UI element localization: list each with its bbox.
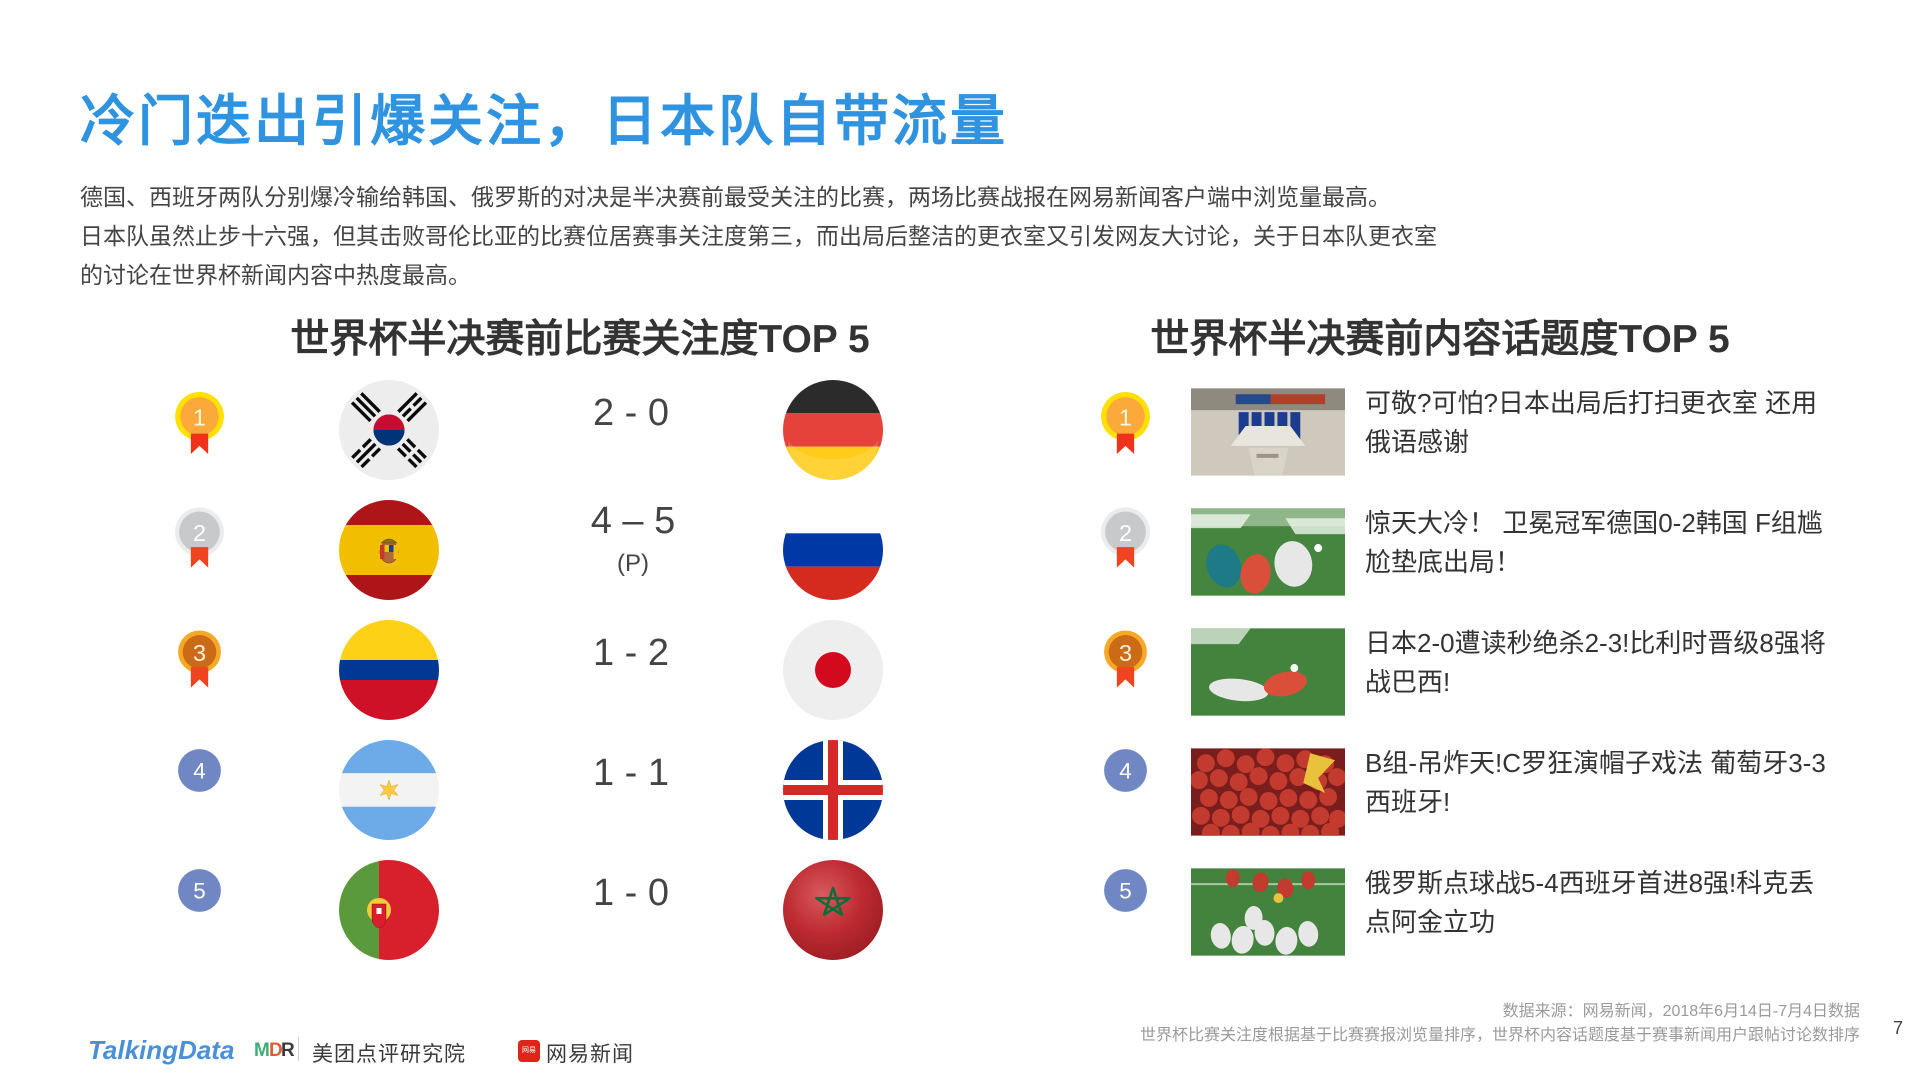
svg-text:M: M bbox=[254, 1040, 270, 1060]
svg-text:R: R bbox=[281, 1040, 294, 1060]
